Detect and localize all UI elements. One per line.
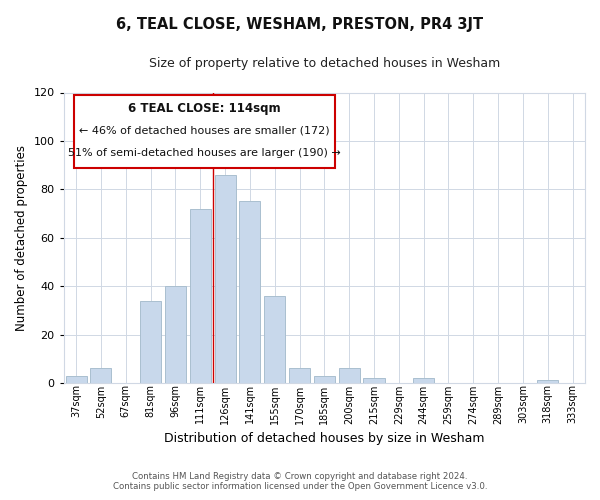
- Bar: [264, 296, 285, 383]
- FancyBboxPatch shape: [74, 96, 335, 168]
- Bar: [140, 300, 161, 383]
- Bar: [165, 286, 186, 383]
- Bar: [190, 208, 211, 383]
- Bar: [215, 175, 236, 383]
- Bar: [239, 202, 260, 383]
- Text: 51% of semi-detached houses are larger (190) →: 51% of semi-detached houses are larger (…: [68, 148, 341, 158]
- Text: 6 TEAL CLOSE: 114sqm: 6 TEAL CLOSE: 114sqm: [128, 102, 281, 115]
- Bar: [91, 368, 112, 383]
- X-axis label: Distribution of detached houses by size in Wesham: Distribution of detached houses by size …: [164, 432, 485, 445]
- Y-axis label: Number of detached properties: Number of detached properties: [15, 144, 28, 330]
- Bar: [413, 378, 434, 383]
- Text: ← 46% of detached houses are smaller (172): ← 46% of detached houses are smaller (17…: [79, 126, 330, 136]
- Bar: [537, 380, 559, 383]
- Bar: [364, 378, 385, 383]
- Text: Contains public sector information licensed under the Open Government Licence v3: Contains public sector information licen…: [113, 482, 487, 491]
- Bar: [314, 376, 335, 383]
- Bar: [338, 368, 360, 383]
- Title: Size of property relative to detached houses in Wesham: Size of property relative to detached ho…: [149, 58, 500, 70]
- Text: 6, TEAL CLOSE, WESHAM, PRESTON, PR4 3JT: 6, TEAL CLOSE, WESHAM, PRESTON, PR4 3JT: [116, 18, 484, 32]
- Bar: [289, 368, 310, 383]
- Text: Contains HM Land Registry data © Crown copyright and database right 2024.: Contains HM Land Registry data © Crown c…: [132, 472, 468, 481]
- Bar: [65, 376, 86, 383]
